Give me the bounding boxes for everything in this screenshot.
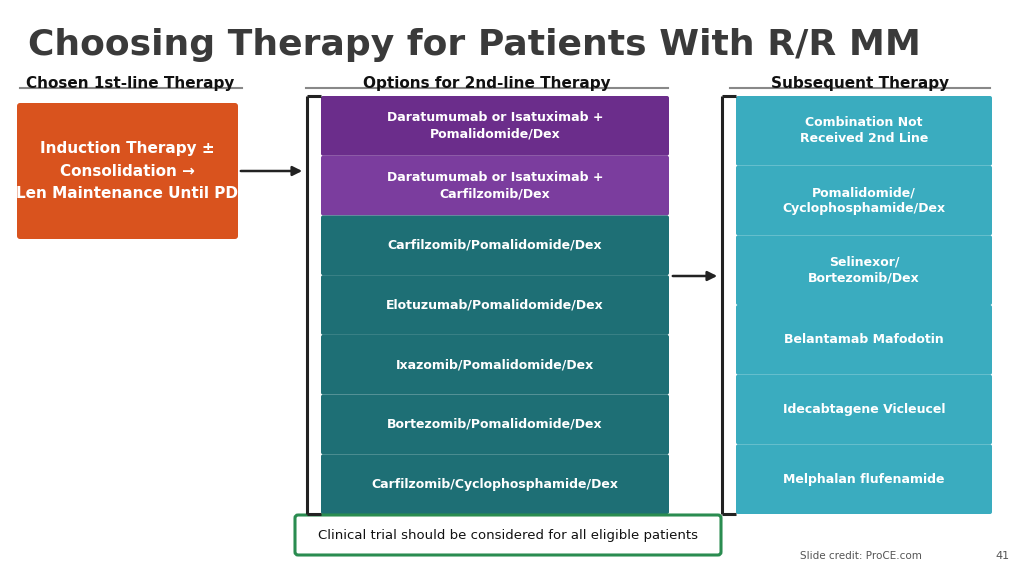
Text: Pomalidomide/
Cyclophosphamide/Dex: Pomalidomide/ Cyclophosphamide/Dex	[782, 186, 945, 215]
FancyBboxPatch shape	[321, 156, 669, 215]
FancyBboxPatch shape	[736, 96, 992, 166]
Text: Ixazomib/Pomalidomide/Dex: Ixazomib/Pomalidomide/Dex	[396, 358, 594, 371]
FancyBboxPatch shape	[736, 305, 992, 374]
FancyBboxPatch shape	[295, 515, 721, 555]
FancyBboxPatch shape	[736, 166, 992, 236]
Text: Slide credit: ProCE.com: Slide credit: ProCE.com	[800, 551, 922, 561]
Text: Daratumumab or Isatuximab +
Pomalidomide/Dex: Daratumumab or Isatuximab + Pomalidomide…	[387, 111, 603, 141]
Text: Options for 2nd-line Therapy: Options for 2nd-line Therapy	[364, 76, 610, 91]
FancyBboxPatch shape	[17, 103, 238, 239]
Text: Chosen 1st-line Therapy: Chosen 1st-line Therapy	[26, 76, 234, 91]
FancyBboxPatch shape	[736, 444, 992, 514]
Text: Elotuzumab/Pomalidomide/Dex: Elotuzumab/Pomalidomide/Dex	[386, 298, 604, 312]
Text: Choosing Therapy for Patients With R/R MM: Choosing Therapy for Patients With R/R M…	[28, 28, 921, 62]
Text: Subsequent Therapy: Subsequent Therapy	[771, 76, 949, 91]
FancyBboxPatch shape	[321, 395, 669, 454]
Text: Bortezomib/Pomalidomide/Dex: Bortezomib/Pomalidomide/Dex	[387, 418, 603, 431]
Text: Selinexor/
Bortezomib/Dex: Selinexor/ Bortezomib/Dex	[808, 256, 920, 285]
Text: Belantamab Mafodotin: Belantamab Mafodotin	[784, 334, 944, 346]
Text: Carfilzomib/Cyclophosphamide/Dex: Carfilzomib/Cyclophosphamide/Dex	[372, 478, 618, 491]
Text: 41: 41	[996, 551, 1010, 561]
Text: Daratumumab or Isatuximab +
Carfilzomib/Dex: Daratumumab or Isatuximab + Carfilzomib/…	[387, 171, 603, 200]
Text: Melphalan flufenamide: Melphalan flufenamide	[783, 473, 945, 486]
FancyBboxPatch shape	[736, 236, 992, 305]
FancyBboxPatch shape	[736, 374, 992, 444]
FancyBboxPatch shape	[321, 454, 669, 514]
Text: Carfilzomib/Pomalidomide/Dex: Carfilzomib/Pomalidomide/Dex	[388, 239, 602, 252]
Text: Clinical trial should be considered for all eligible patients: Clinical trial should be considered for …	[318, 529, 698, 541]
FancyBboxPatch shape	[321, 215, 669, 275]
Text: Combination Not
Received 2nd Line: Combination Not Received 2nd Line	[800, 116, 928, 145]
Text: Induction Therapy ±
Consolidation →
Len Maintenance Until PD: Induction Therapy ± Consolidation → Len …	[16, 141, 238, 200]
FancyBboxPatch shape	[321, 96, 669, 156]
FancyBboxPatch shape	[321, 275, 669, 335]
FancyBboxPatch shape	[321, 335, 669, 395]
Text: Idecabtagene Vicleucel: Idecabtagene Vicleucel	[782, 403, 945, 416]
